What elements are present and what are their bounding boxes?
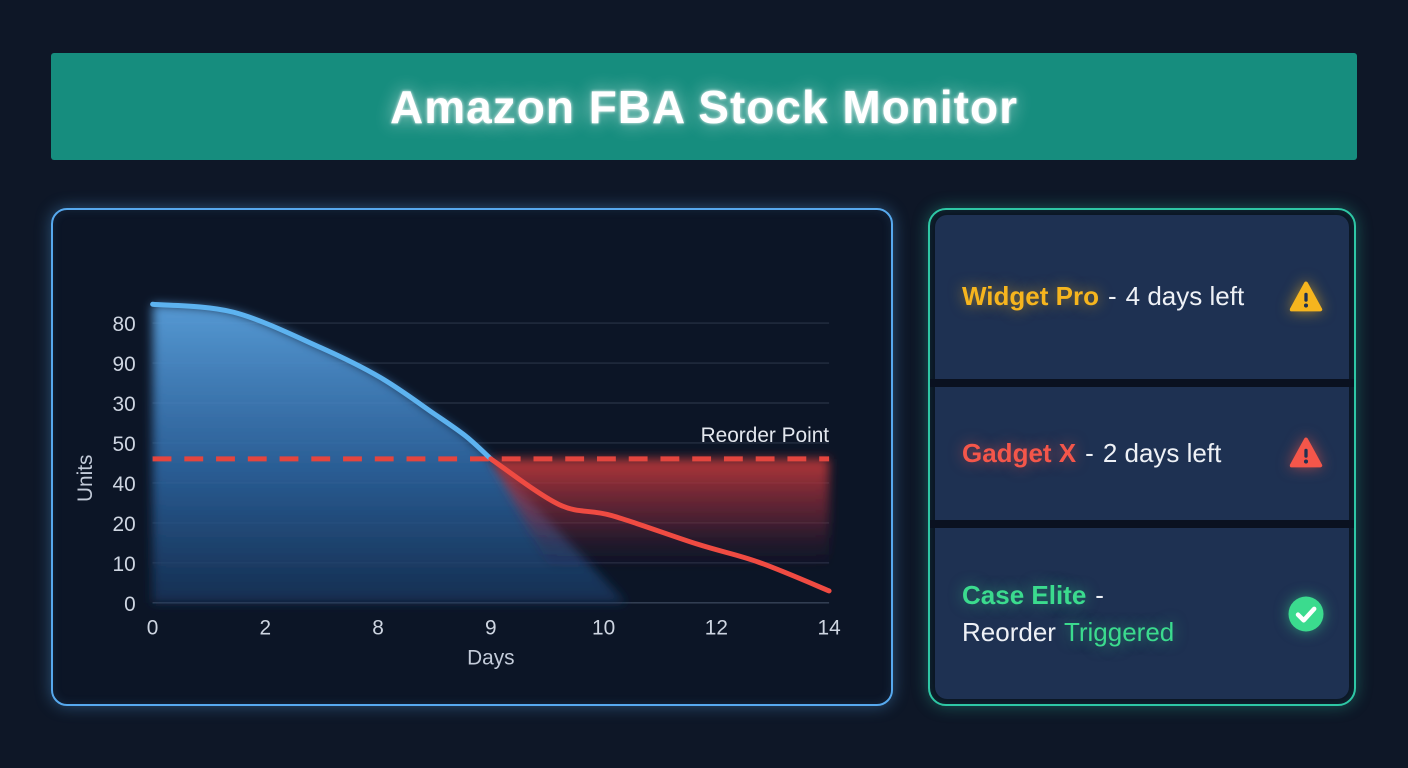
- alert-status: 4 days left: [1125, 281, 1245, 312]
- stock-chart: 80 90 30 50 40 20 10 00 2 8 9 10 12 14 Days Units Reorde…: [74, 301, 841, 669]
- y-tick-label: 0: [124, 593, 136, 616]
- alert-status: Reorder: [962, 616, 1056, 647]
- y-tick-label: 90: [113, 353, 136, 376]
- stock-area-red: [490, 458, 830, 567]
- page-title: Amazon FBA Stock Monitor: [390, 80, 1018, 133]
- alert-status: 2 days left: [1102, 437, 1222, 468]
- chart-area-fills: [152, 304, 830, 603]
- stock-alerts-panel: Widget Pro -4 days left Gadget X-2 days l…: [928, 208, 1356, 706]
- stock-area-blue: [152, 304, 627, 603]
- alert-card-case-elite[interactable]: Case Elite - Reorder Triggered: [935, 528, 1349, 699]
- y-tick-label: 50: [113, 433, 136, 456]
- reorder-point-label: Reorder Point: [701, 424, 830, 447]
- separator-dash: -: [1095, 579, 1104, 610]
- y-axis-label: Units: [74, 455, 97, 502]
- x-tick-label: 9: [485, 617, 497, 640]
- alert-text: Widget Pro -4 days left: [962, 278, 1285, 315]
- y-tick-label: 20: [113, 513, 136, 536]
- y-tick-label: 40: [113, 473, 136, 496]
- chart-series-lines: [150, 301, 832, 594]
- alert-status-tail: Triggered: [1063, 616, 1175, 647]
- x-tick-label: 2: [260, 617, 272, 640]
- product-name: Case Elite: [962, 579, 1087, 610]
- check-icon: [1285, 594, 1327, 634]
- x-tick-label: 8: [372, 617, 384, 640]
- x-tick-label: 10: [592, 617, 615, 640]
- stock-line-below-reorder: [488, 456, 832, 594]
- product-name: Gadget X: [962, 437, 1077, 468]
- app-header: Amazon FBA Stock Monitor: [51, 53, 1357, 160]
- card-divider: [930, 520, 1354, 529]
- separator-dash: -: [1085, 437, 1094, 468]
- separator-dash: -: [1107, 281, 1117, 312]
- chart-axis-labels: 80 90 30 50 40 20 10 00 2 8 9 10 12 14 Days Units Reorde…: [74, 313, 841, 669]
- alert-card-widget-pro[interactable]: Widget Pro -4 days left: [935, 215, 1349, 379]
- card-divider: [930, 378, 1354, 387]
- stock-line-above-reorder: [150, 301, 494, 462]
- y-tick-label: 80: [113, 313, 136, 336]
- alert-text: Gadget X-2 days left: [962, 435, 1285, 472]
- y-tick-label: 10: [113, 553, 136, 576]
- warning-icon: [1285, 435, 1327, 471]
- alert-card-gadget-x[interactable]: Gadget X-2 days left: [935, 386, 1349, 521]
- x-tick-label: 14: [818, 617, 841, 640]
- stock-chart-panel: 80 90 30 50 40 20 10 0 0 2 8 9 10 12 14 Days Units Reorde…: [51, 208, 893, 706]
- y-tick-label: 30: [113, 393, 136, 416]
- x-tick-label: 0: [147, 617, 159, 640]
- warning-icon: [1285, 279, 1327, 315]
- alert-text: Case Elite - Reorder Triggered: [962, 577, 1285, 651]
- x-tick-label: 12: [705, 617, 728, 640]
- x-axis-label: Days: [467, 646, 514, 669]
- product-name: Widget Pro: [962, 281, 1099, 312]
